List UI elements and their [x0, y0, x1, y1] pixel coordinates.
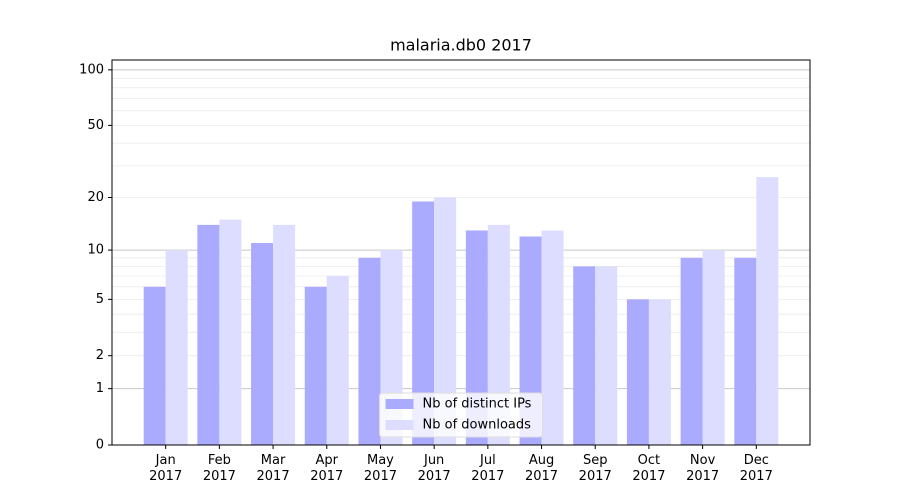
bar — [143, 286, 166, 445]
x-tick-label: Sep 2017 — [578, 453, 612, 484]
bar — [273, 224, 296, 445]
x-tick-label: Aug 2017 — [524, 453, 559, 484]
y-tick-label: 10 — [87, 243, 104, 258]
y-tick-label: 5 — [96, 292, 104, 307]
bar — [487, 224, 510, 445]
bar — [434, 197, 457, 445]
bar — [219, 219, 242, 445]
x-tick-label: Nov 2017 — [686, 453, 720, 484]
legend-box — [379, 392, 543, 438]
bar — [595, 266, 618, 445]
legend-swatch — [385, 399, 414, 409]
bar — [541, 230, 564, 445]
y-tick-label: 0 — [96, 438, 104, 453]
bar — [626, 299, 649, 445]
bar — [165, 250, 188, 445]
legend: Nb of distinct IPs Nb of downloads — [379, 392, 543, 438]
y-tick-label: 2 — [96, 348, 104, 363]
x-tick-label: Dec 2017 — [739, 453, 773, 484]
bar — [702, 250, 725, 445]
x-tick-label: May 2017 — [363, 453, 397, 484]
y-tick-label: 1 — [96, 381, 104, 396]
plot-frame — [111, 59, 811, 446]
y-tick-label: 100 — [79, 62, 104, 77]
bar — [412, 201, 435, 445]
y-tick-label: 20 — [87, 190, 104, 205]
bar — [465, 230, 488, 445]
bar — [358, 257, 381, 445]
bar — [573, 266, 596, 445]
bar — [304, 286, 327, 445]
bar — [197, 224, 220, 445]
chart-title: malaria.db0 2017 — [390, 36, 532, 55]
bar — [648, 299, 671, 445]
x-tick-label: Apr 2017 — [310, 453, 344, 484]
legend-swatch — [385, 420, 414, 430]
bar — [326, 275, 349, 445]
x-tick-label: Jul 2017 — [471, 453, 505, 484]
bar — [734, 257, 757, 445]
legend-label: Nb of downloads — [423, 418, 532, 433]
bar — [680, 257, 703, 445]
x-tick-label: Feb 2017 — [202, 453, 236, 484]
y-tick-label: 50 — [87, 118, 104, 133]
x-tick-label: Jan 2017 — [149, 453, 183, 484]
bar — [756, 177, 779, 445]
x-tick-label: Jun 2017 — [417, 453, 451, 484]
x-tick-label: Mar 2017 — [256, 453, 290, 484]
x-tick-label: Oct 2017 — [632, 453, 666, 484]
legend-label: Nb of distinct IPs — [423, 397, 532, 412]
bar — [251, 243, 274, 445]
